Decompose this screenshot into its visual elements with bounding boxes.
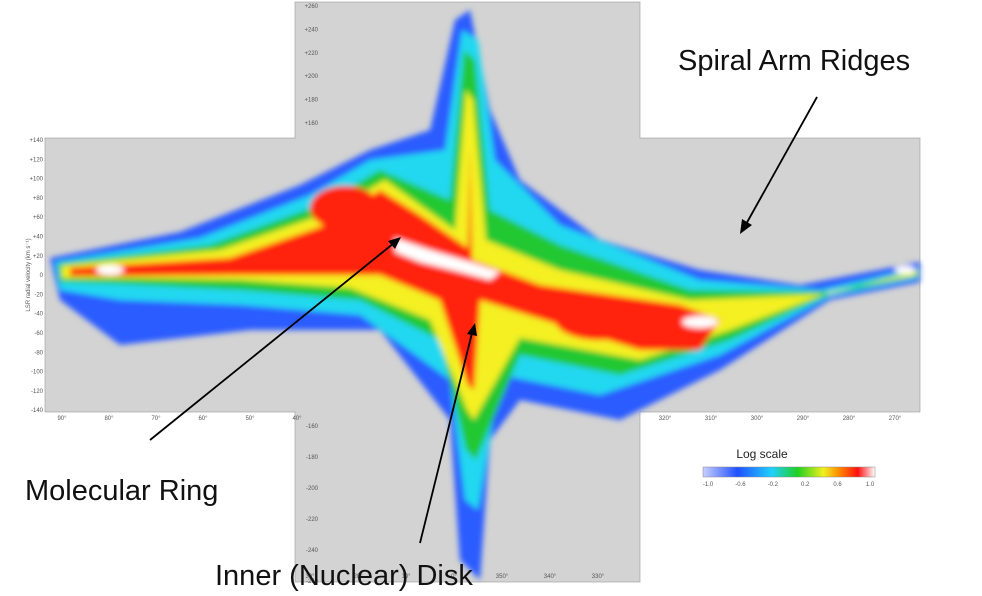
y-tick-label: +80	[33, 196, 44, 202]
x-tick-label: 80°	[104, 416, 114, 422]
colorbar-tick-label: 1.0	[866, 482, 875, 488]
y-tick-label: +140	[29, 138, 43, 144]
x-tick-label: 70°	[151, 416, 161, 422]
y-tick-label: -200	[306, 486, 319, 492]
colorbar-tick-label: -0.2	[768, 482, 779, 488]
x-tick-label: 60°	[198, 416, 208, 422]
y-axis-title: LSR radial velocity (km s⁻¹)	[26, 238, 32, 311]
x-tick-label: 30°	[305, 574, 315, 580]
y-tick-label: -60	[34, 331, 43, 337]
y-tick-label: -160	[306, 424, 319, 430]
x-tick-label: 270°	[889, 416, 902, 422]
y-tick-label: +200	[304, 74, 318, 80]
annotation: Inner (Nuclear) Disk	[215, 560, 473, 592]
y-tick-label: +100	[29, 177, 43, 183]
x-tick-label: 40°	[292, 416, 302, 422]
y-tick-label: -40	[34, 312, 43, 318]
colorbar: Log scale -1.0 -0.6 -0.2 0.2 0.6 1.0	[702, 447, 876, 488]
y-tick-label: -140	[31, 408, 44, 414]
y-tick-label: +60	[33, 215, 44, 221]
y-tick-label: 0	[40, 273, 44, 279]
x-tick-label: 90°	[57, 416, 67, 422]
x-tick-label: 340°	[544, 574, 557, 580]
x-tick-label: 10°	[401, 574, 411, 580]
y-tick-label: +180	[304, 98, 318, 104]
colorbar-tick-label: 0.2	[801, 482, 810, 488]
y-tick-label: -240	[306, 548, 319, 554]
annotation: Spiral Arm Ridges	[678, 45, 910, 77]
y-tick-label: +220	[304, 51, 318, 57]
y-tick-label: +40	[33, 235, 44, 241]
y-tick-label: +20	[33, 254, 44, 260]
axis-labels: +140+120+100+80+60+40+200-20-40-60-80-10…	[29, 4, 901, 585]
y-tick-label: -260	[306, 579, 319, 585]
x-tick-label: 330°	[592, 574, 605, 580]
y-tick-label: +120	[29, 157, 43, 163]
y-tick-label: -220	[306, 517, 319, 523]
x-tick-label: 0°	[451, 574, 457, 580]
y-tick-label: -180	[306, 455, 319, 461]
colorbar-tick-label: 0.6	[833, 482, 842, 488]
colorbar-tick-label: -0.6	[735, 482, 746, 488]
x-tick-label: 280°	[843, 416, 856, 422]
annotation-arrows	[149, 96, 818, 544]
annotation: Molecular Ring	[25, 475, 218, 507]
x-tick-label: 20°	[353, 574, 363, 580]
x-tick-label: 350°	[496, 574, 509, 580]
colorbar-title: Log scale	[736, 447, 788, 461]
x-tick-label: 50°	[245, 416, 255, 422]
y-tick-label: +160	[304, 121, 318, 127]
x-tick-label: 310°	[705, 416, 718, 422]
y-tick-label: -80	[34, 350, 43, 356]
x-tick-label: 320°	[659, 416, 672, 422]
y-tick-label: +260	[304, 4, 318, 10]
emission-map	[50, 10, 920, 580]
y-tick-label: +240	[304, 27, 318, 33]
colorbar-tick-label: -1.0	[703, 482, 714, 488]
y-tick-label: -20	[34, 292, 43, 298]
x-tick-label: 300°	[751, 416, 764, 422]
x-tick-label: 290°	[797, 416, 810, 422]
y-tick-label: -120	[31, 389, 44, 395]
y-tick-label: -100	[31, 370, 44, 376]
